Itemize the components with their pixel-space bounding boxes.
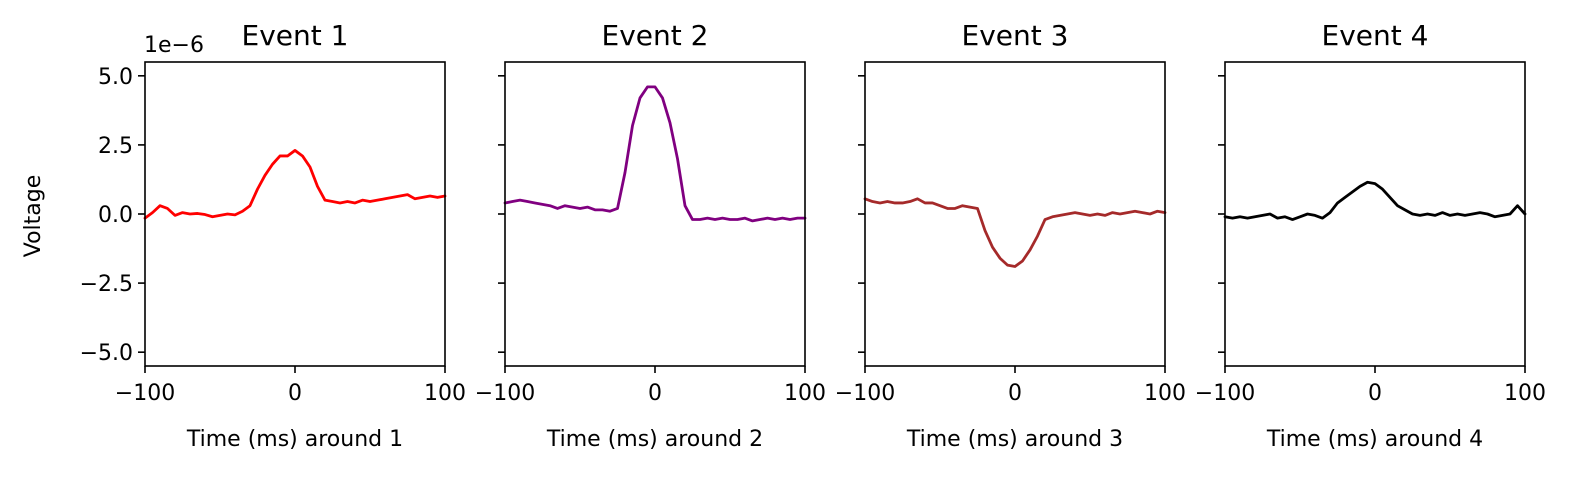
panel-title: Event 3 [962,19,1069,52]
x-tick-label: 0 [648,381,662,406]
panel-1: Event 1 −100 0 100 Time (ms) around 1 −5.0 −2.… [80,19,466,452]
x-tick-label: −100 [475,381,535,406]
x-axis-label: Time (ms) around 2 [546,427,763,452]
x-tick-label: 0 [1008,381,1022,406]
y-tick-label: 0.0 [98,203,133,228]
x-axis-label: Time (ms) around 3 [906,427,1123,452]
series-line-event-3 [863,197,1167,268]
x-tick-label: −100 [115,381,175,406]
series-line-event-2 [503,85,807,223]
x-tick-label: 100 [1504,381,1546,406]
series-line-event-1 [143,149,447,220]
x-tick-label: 100 [784,381,826,406]
x-axis-label: Time (ms) around 4 [1266,427,1483,452]
panel-title: Event 4 [1322,19,1429,52]
y-tick-label: −2.5 [80,272,133,297]
plot-frame [504,61,806,367]
panel-4: Event 4 −100 0 100 Time (ms) around 4 [1195,19,1546,452]
y-axis-offset-text: 1e−6 [144,33,204,58]
x-tick-label: 0 [288,381,302,406]
y-tick-label: −5.0 [80,341,133,366]
x-tick-label: −100 [1195,381,1255,406]
panel-2: Event 2 −100 0 100 Time (ms) around 2 [475,19,826,452]
panel-title: Event 2 [602,19,709,52]
y-tick-label: 2.5 [98,134,133,159]
panel-title: Event 1 [242,19,349,52]
x-tick-label: 0 [1368,381,1382,406]
x-axis-label: Time (ms) around 1 [186,427,403,452]
y-tick-label: 5.0 [98,65,133,90]
series-line-event-4 [1223,180,1527,221]
x-tick-label: 100 [1144,381,1186,406]
x-tick-label: −100 [835,381,895,406]
panel-3: Event 3 −100 0 100 Time (ms) around 3 [835,19,1186,452]
panels: Event 1 −100 0 100 Time (ms) around 1 −5.0 −2.… [80,19,1546,452]
x-tick-label: 100 [424,381,466,406]
y-axis-label: Voltage [21,175,46,258]
